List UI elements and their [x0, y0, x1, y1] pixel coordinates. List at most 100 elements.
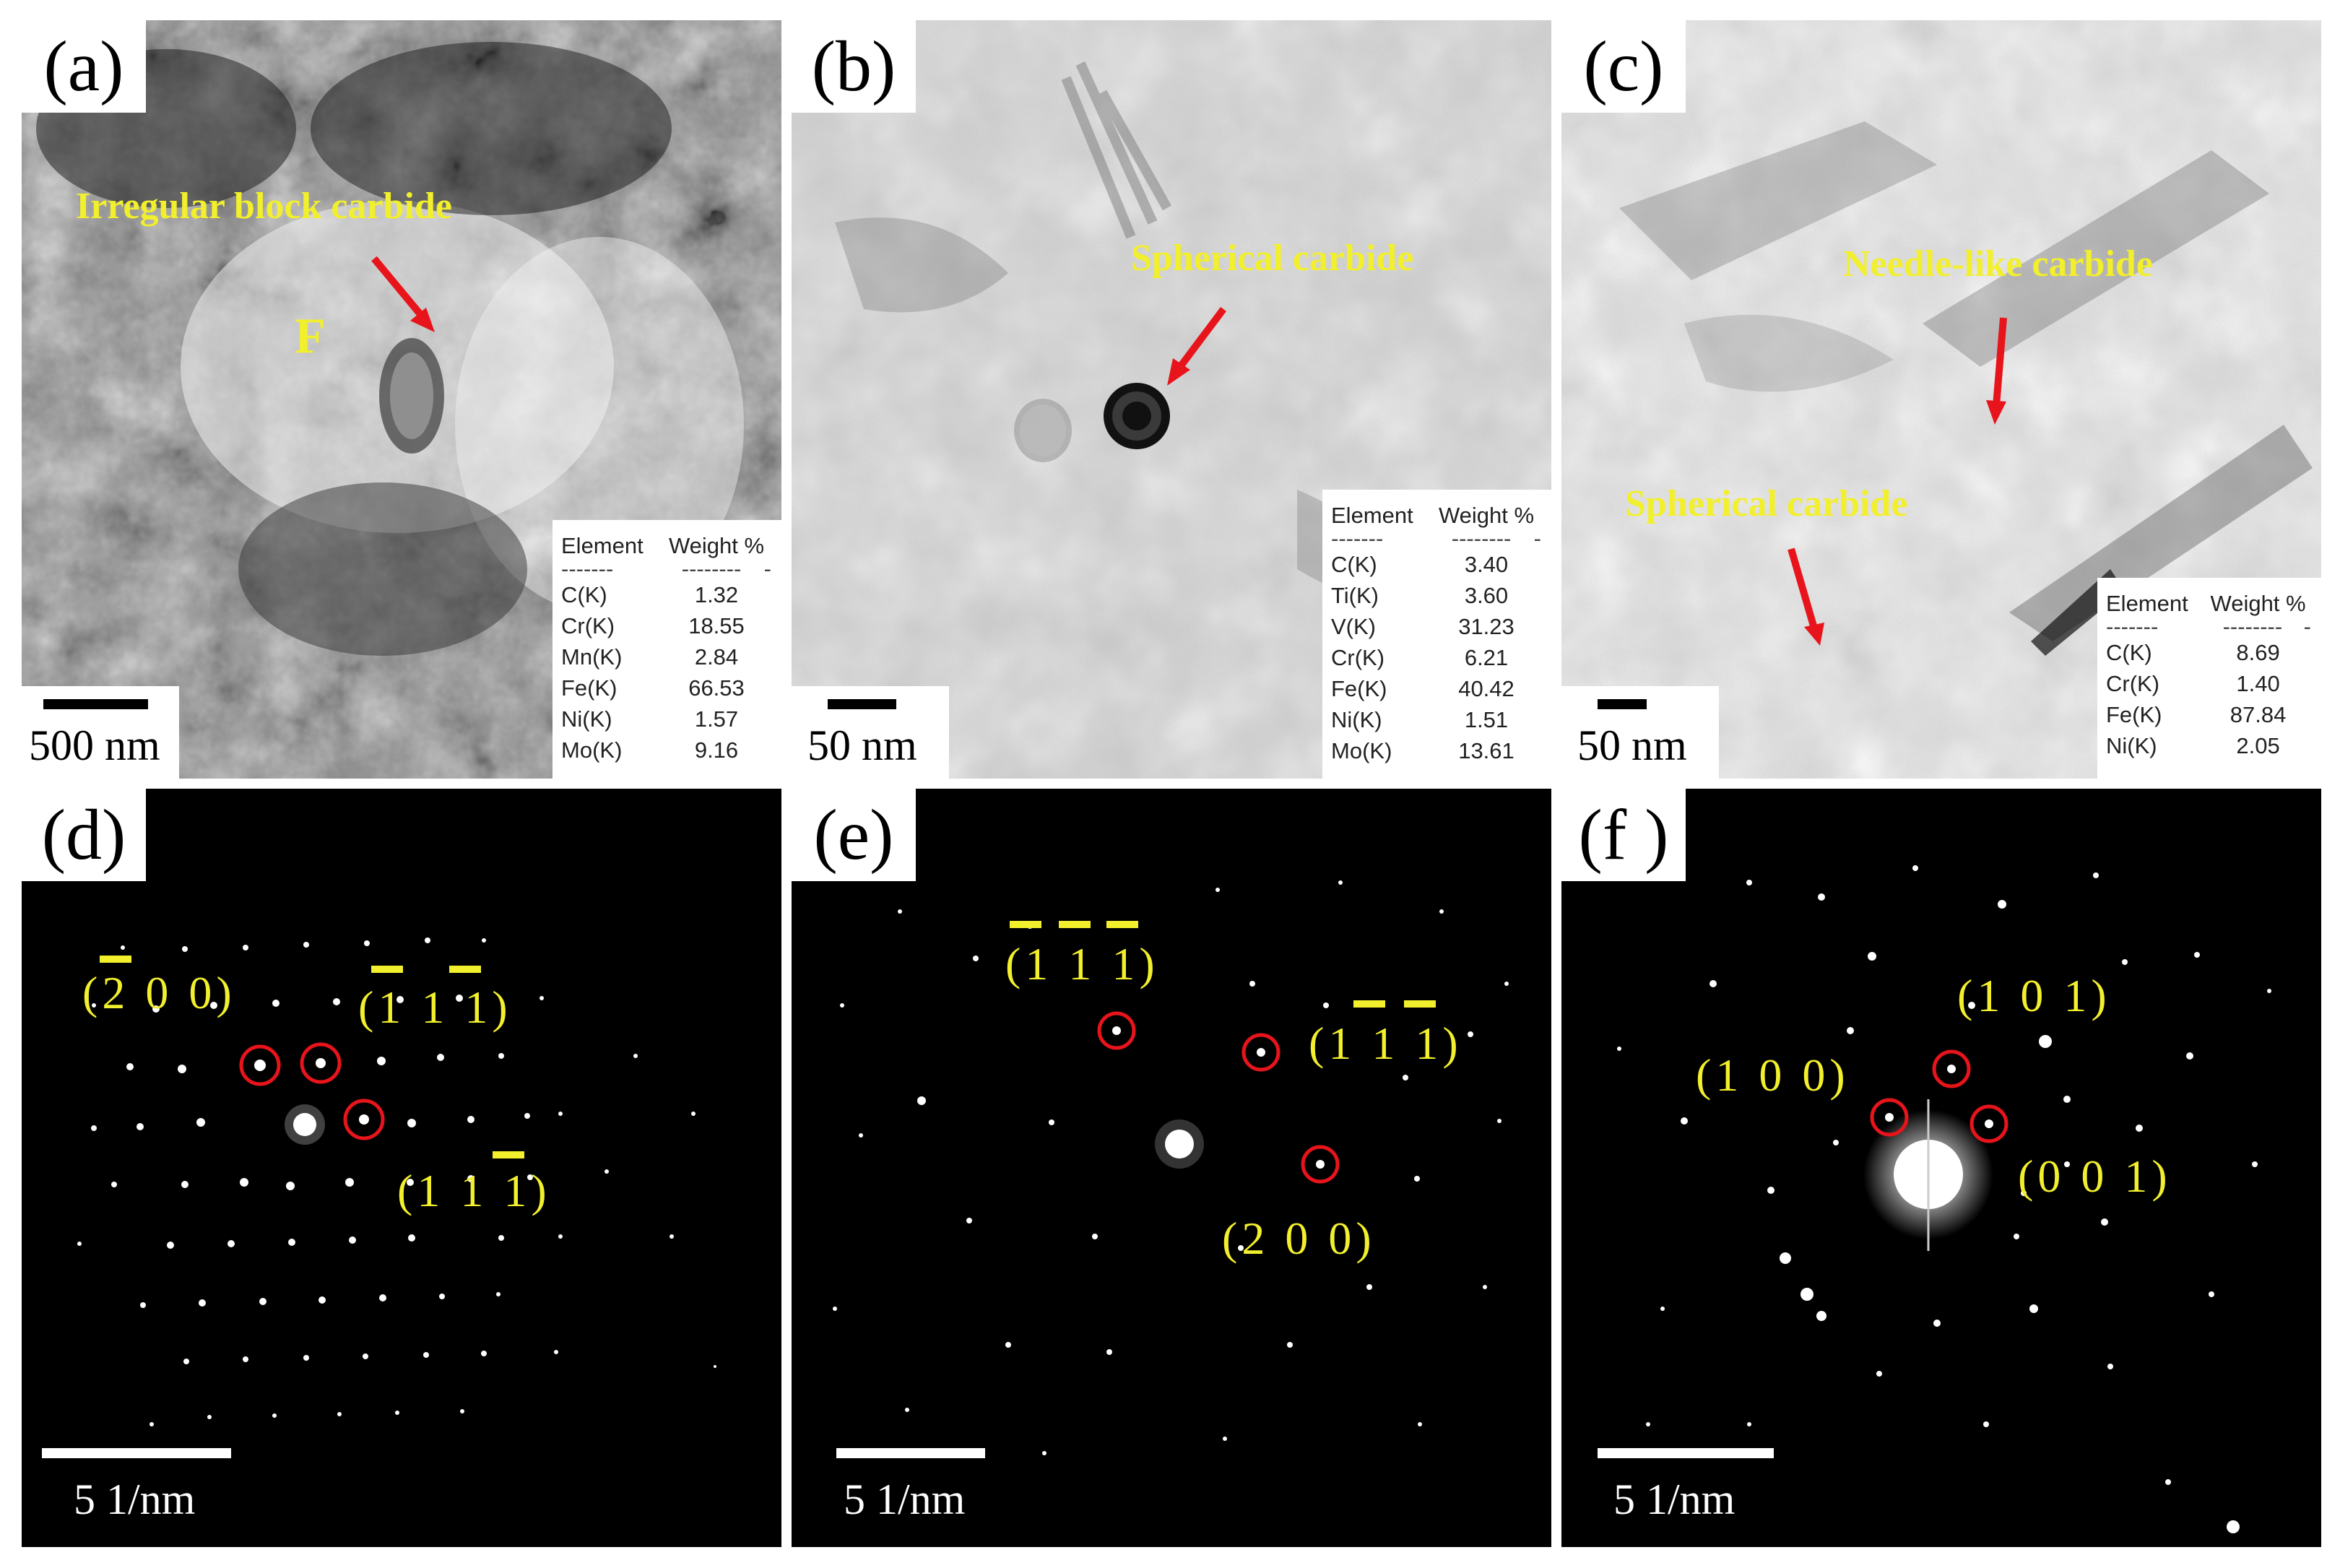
wt: 2.05 — [2236, 733, 2280, 758]
scale-bar-a — [43, 699, 148, 709]
col-weight: Weight % — [2210, 591, 2306, 616]
overline-d-1 — [100, 956, 131, 963]
eds-table-a: Element Weight % ------- -------- - C(K) 1.3… — [552, 520, 781, 779]
wt: 3.40 — [1464, 552, 1509, 577]
index-label-e-111a: (1 1 1) — [1005, 938, 1159, 989]
el: Mo(K) — [561, 737, 623, 763]
el: C(K) — [1331, 552, 1377, 577]
wt: 1.51 — [1464, 707, 1509, 732]
el: Cr(K) — [2106, 671, 2160, 696]
el: Mn(K) — [561, 644, 623, 670]
wt: 18.55 — [688, 613, 745, 638]
index-label-e-111b: (1 1 1) — [1309, 1018, 1462, 1069]
panel-label-f: (f ) — [1561, 789, 1686, 881]
saed-pattern-e — [833, 880, 1509, 1455]
el: C(K) — [561, 582, 607, 607]
scale-box-b: 50 nm — [792, 686, 949, 779]
dash-2: -------- — [2222, 614, 2283, 639]
wt: 66.53 — [688, 675, 745, 701]
panel-label-c: (c) — [1561, 20, 1686, 113]
tem-micrograph-a — [22, 20, 781, 779]
dash-2: -------- — [681, 556, 742, 581]
scale-label-a: 500 nm — [29, 722, 160, 769]
eds-table-b: Element Weight % ------- -------- - C(K) 3.4… — [1322, 490, 1551, 779]
el: Fe(K) — [1331, 676, 1387, 701]
scale-box-a: 500 nm — [22, 686, 179, 779]
arrows-c — [1788, 317, 2007, 646]
label-irregular-block-carbide: Irregular block carbide — [76, 186, 452, 227]
scale-label-e: 5 1/nm — [844, 1476, 966, 1523]
dash-3: - — [1533, 526, 1541, 551]
panel-label-a: (a) — [22, 20, 146, 113]
index-label-d-111b: (1 1 1) — [397, 1165, 551, 1216]
label-spherical-carbide-b: Spherical carbide — [1131, 238, 1414, 279]
scale-label-c: 50 nm — [1577, 722, 1687, 769]
el: Ni(K) — [561, 706, 612, 732]
el: Fe(K) — [561, 675, 618, 701]
saed-pattern-f — [1617, 865, 2271, 1533]
overline-e-1 — [1010, 921, 1041, 928]
scale-label-d: 5 1/nm — [74, 1476, 196, 1523]
el: Cr(K) — [561, 613, 615, 638]
scale-bar-d — [42, 1448, 231, 1458]
index-label-d-111a: (1 1 1) — [358, 982, 512, 1033]
wt: 3.60 — [1464, 583, 1509, 608]
col-weight: Weight % — [668, 533, 765, 558]
el: Ni(K) — [1331, 707, 1382, 732]
panel-f-diffraction-pattern: (f ) (1 0 1) (1 0 0) (0 0 1) 5 1/nm — [1561, 789, 2321, 1547]
el: V(K) — [1331, 614, 1376, 639]
label-needle-like-carbide: Needle-like carbide — [1843, 243, 2153, 285]
dash-1: ------- — [1331, 526, 1384, 551]
wt: 1.40 — [2236, 671, 2280, 696]
saed-pattern-d — [77, 937, 716, 1426]
dash-1: ------- — [561, 556, 614, 581]
dash-2: -------- — [1451, 526, 1512, 551]
overline-d-3 — [449, 966, 481, 973]
dash-3: - — [763, 556, 771, 581]
col-weight: Weight % — [1438, 503, 1535, 528]
wt: 40.42 — [1458, 676, 1514, 701]
wt: 2.84 — [694, 644, 739, 670]
label-ferrite-f: F — [295, 308, 326, 364]
arrow-a — [371, 256, 435, 332]
scale-label-f: 5 1/nm — [1613, 1476, 1736, 1523]
wt: 13.61 — [1458, 738, 1514, 763]
panel-a-bright-field-image: (a) Irregular block carbide F 500 nm Ele… — [22, 20, 781, 779]
index-label-f-101: (1 0 1) — [1957, 970, 2111, 1021]
panel-label-e: (e) — [792, 789, 916, 881]
selected-spots-circles-d — [239, 1042, 385, 1140]
diffraction-spots-d — [77, 937, 716, 1426]
scale-label-b: 50 nm — [807, 722, 917, 769]
scale-bar-b — [828, 699, 896, 709]
scale-box-c: 50 nm — [1561, 686, 1719, 779]
scale-bar-e — [836, 1448, 985, 1458]
overline-e-4 — [1353, 1000, 1385, 1008]
index-label-e-200: (2 0 0) — [1222, 1213, 1376, 1264]
wt: 8.69 — [2236, 640, 2280, 665]
dash-3: - — [2303, 614, 2311, 639]
wt: 1.32 — [694, 582, 739, 607]
dash-1: ------- — [2106, 614, 2159, 639]
col-element: Element — [561, 533, 644, 558]
eds-table-c: Element Weight % ------- -------- - C(K) 8.6… — [2097, 578, 2321, 779]
el: Ni(K) — [2106, 733, 2157, 758]
el: C(K) — [2106, 640, 2152, 665]
selected-spots-circles-f — [1870, 1049, 2008, 1143]
overline-d-4 — [493, 1151, 524, 1158]
index-label-f-001: (0 0 1) — [2018, 1151, 2172, 1202]
panel-e-diffraction-pattern: (e) (1 1 1) (1 1 1) (2 0 0) 5 1/nm — [792, 789, 1551, 1547]
el: Fe(K) — [2106, 702, 2162, 727]
index-label-f-100: (1 0 0) — [1696, 1049, 1850, 1101]
el: Ti(K) — [1331, 583, 1379, 608]
wt: 87.84 — [2230, 702, 2287, 727]
wt: 31.23 — [1458, 614, 1514, 639]
col-element: Element — [2106, 591, 2188, 616]
scale-bar-c — [1598, 699, 1647, 709]
panel-c-bright-field-image: (c) Needle-like carbide Spherical carbid… — [1561, 20, 2321, 779]
selected-spots-circles-e — [1097, 1011, 1340, 1184]
overline-d-2 — [371, 966, 403, 973]
wt: 1.57 — [694, 706, 739, 732]
overline-e-5 — [1404, 1000, 1436, 1008]
diffraction-spots-e — [833, 880, 1509, 1455]
panel-label-d: (d) — [22, 789, 146, 881]
